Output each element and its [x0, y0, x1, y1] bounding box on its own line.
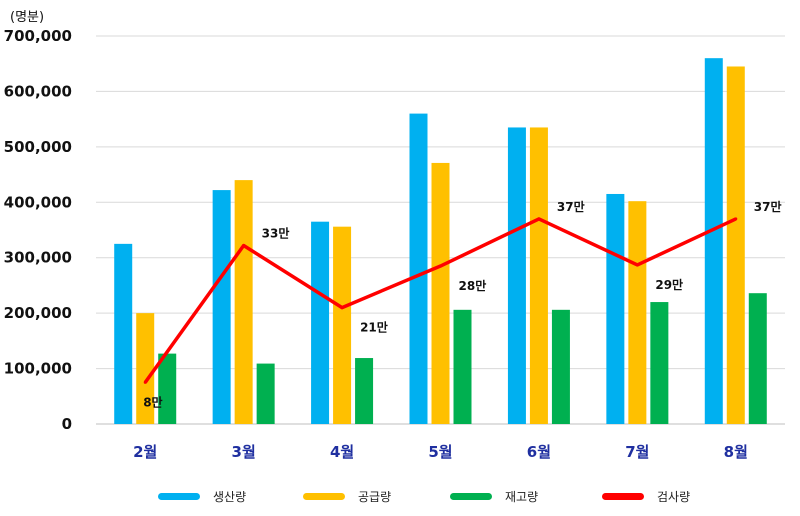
bar-1-6	[726, 66, 745, 424]
bar-0-5	[606, 193, 625, 424]
bar-1-3	[431, 162, 450, 424]
y-tick-label: 400,000	[4, 193, 72, 211]
line-point	[242, 244, 246, 248]
data-labels: 8만 33만 21만 28만 37만 29만 37만	[143, 199, 781, 410]
data-label: 8만	[143, 394, 162, 409]
bar-2-2	[355, 358, 374, 424]
line-point	[143, 380, 147, 384]
y-tick-label: 600,000	[4, 82, 72, 100]
bar-0-2	[311, 221, 330, 424]
data-label: 28만	[459, 278, 487, 293]
x-tick-label: 3월	[232, 443, 256, 461]
line-point	[635, 263, 639, 267]
x-tick-label: 5월	[428, 443, 452, 461]
bar-0-3	[409, 113, 428, 424]
bar-2-0	[158, 353, 177, 424]
y-axis-unit: (명분)	[10, 10, 44, 25]
y-tick-label: 0	[62, 415, 72, 433]
x-axis-ticks: 2월 3월 4월 5월 6월 7월 8월	[133, 443, 748, 461]
data-label: 21만	[360, 320, 388, 335]
line-point	[734, 217, 738, 221]
bar-2-3	[453, 309, 472, 424]
x-tick-label: 8월	[724, 443, 748, 461]
bar-1-0	[136, 313, 155, 424]
bars	[114, 58, 767, 425]
y-tick-label: 200,000	[4, 304, 72, 322]
y-tick-label: 100,000	[4, 360, 72, 378]
legend-swatch	[450, 493, 492, 500]
legend-label: 검사량	[657, 490, 690, 504]
legend-swatch	[602, 493, 644, 500]
legend: 생산량 공급량 재고량 검사량	[158, 490, 690, 504]
bar-1-4	[529, 127, 548, 424]
data-label: 29만	[655, 277, 683, 292]
bar-1-1	[234, 180, 253, 424]
y-tick-label: 700,000	[4, 27, 72, 45]
legend-label: 생산량	[213, 490, 246, 504]
bar-2-6	[748, 293, 767, 424]
bar-1-5	[628, 201, 647, 424]
bar-2-4	[551, 309, 570, 424]
data-label: 33만	[262, 226, 290, 241]
bar-0-0	[114, 243, 133, 424]
bar-0-4	[507, 127, 526, 424]
legend-swatch	[303, 493, 345, 500]
legend-label: 재고량	[505, 490, 538, 504]
bar-0-6	[704, 58, 723, 425]
line-point	[537, 217, 541, 221]
legend-swatch	[158, 493, 200, 500]
line-point	[340, 306, 344, 310]
data-label: 37만	[754, 199, 782, 214]
data-label: 37만	[557, 199, 585, 214]
line-point	[439, 264, 442, 268]
legend-label: 공급량	[358, 490, 391, 504]
y-tick-label: 300,000	[4, 249, 72, 267]
bar-0-1	[212, 190, 231, 424]
x-tick-label: 6월	[527, 443, 551, 461]
y-tick-label: 500,000	[4, 138, 72, 156]
x-tick-label: 7월	[625, 443, 649, 461]
bar-2-5	[650, 302, 669, 424]
x-tick-label: 4월	[330, 443, 354, 461]
y-axis-ticks: 0 100,000 200,000 300,000 400,000 500,000 600,…	[4, 27, 72, 433]
x-tick-label: 2월	[133, 443, 157, 461]
bar-1-2	[333, 226, 352, 424]
line-series	[143, 217, 738, 384]
bar-2-1	[256, 363, 275, 424]
